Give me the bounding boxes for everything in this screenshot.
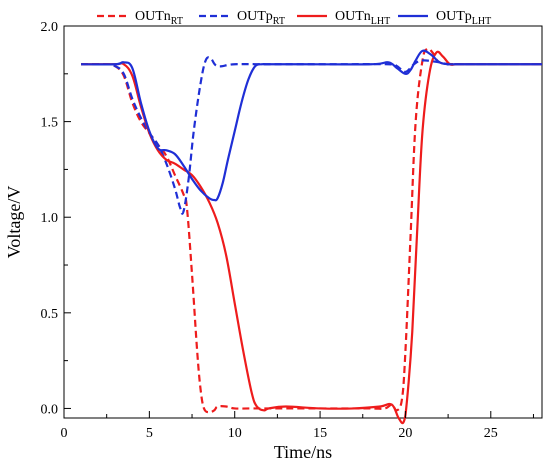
legend-label-main: OUTn xyxy=(335,9,371,24)
x-tick-label: 5 xyxy=(146,426,153,441)
series-line-outp-lht xyxy=(81,49,542,202)
x-tick-label: 25 xyxy=(484,426,498,441)
legend-label: OUTnRT xyxy=(135,9,183,27)
y-tick-label: 1.5 xyxy=(41,116,59,131)
y-tick-label: 2.0 xyxy=(41,20,59,35)
y-tick-label: 1.0 xyxy=(41,211,59,226)
series-line-outp-rt xyxy=(81,56,543,215)
legend-label-subscript: LHT xyxy=(472,16,491,27)
legend-label: OUTpRT xyxy=(237,9,285,27)
legend-label: OUTpLHT xyxy=(436,9,491,27)
series-line-outn-lht xyxy=(81,50,542,425)
plot-frame xyxy=(63,25,543,419)
legend-label-main: OUTn xyxy=(135,9,171,24)
legend-label-subscript: RT xyxy=(273,16,285,27)
series-layer xyxy=(81,47,543,425)
x-tick-label: 10 xyxy=(228,426,242,441)
legend-label: OUTnLHT xyxy=(335,9,390,27)
y-tick-label: 0.0 xyxy=(41,402,59,417)
y-axis-title: Voltage/V xyxy=(4,186,24,259)
x-tick-label: 15 xyxy=(313,426,327,441)
x-axis-title: Time/ns xyxy=(274,442,332,462)
legend: OUTnRT OUTpRT OUTnLHT OUTpLHT xyxy=(97,9,491,27)
x-tick-label: 20 xyxy=(398,426,412,441)
series-line-outn-rt xyxy=(81,47,542,414)
x-tick-label: 0 xyxy=(61,426,68,441)
legend-label-subscript: LHT xyxy=(371,16,390,27)
legend-label-main: OUTp xyxy=(237,9,273,24)
axes-layer: 0 5 10 15 20 25 0.0 0.5 1.0 1.5 2.0 xyxy=(41,20,534,441)
y-tick-label: 0.5 xyxy=(41,307,59,322)
legend-label-subscript: RT xyxy=(171,16,183,27)
legend-label-main: OUTp xyxy=(436,9,472,24)
